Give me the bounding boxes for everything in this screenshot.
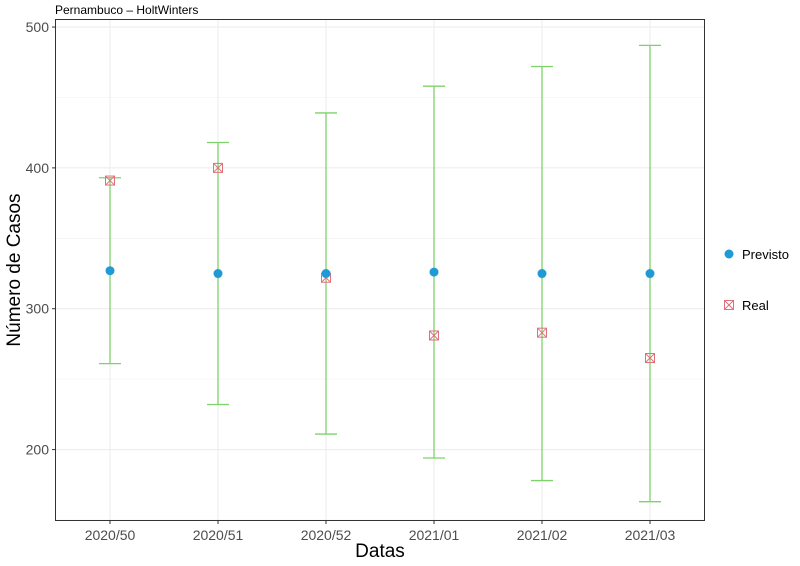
legend-previsto-label: Previsto	[742, 247, 789, 262]
real-marker-cross	[213, 163, 223, 173]
real-marker-cross	[724, 300, 734, 310]
real-marker-box	[105, 175, 115, 186]
real-point	[645, 353, 655, 364]
real-marker-cross	[645, 353, 655, 363]
real-marker-cross	[429, 330, 439, 341]
chart-title: Pernambuco – HoltWinters	[55, 3, 198, 17]
legend-real-label: Real	[742, 298, 769, 313]
real-marker-box	[645, 353, 655, 364]
previsto-point	[429, 267, 439, 277]
legend: Previsto Real	[724, 247, 789, 313]
real-marker-cross	[537, 327, 547, 338]
previsto-point	[213, 269, 223, 279]
y-tick-label: 200	[26, 442, 50, 458]
error-bars	[99, 44, 661, 503]
x-tick-label: 2020/52	[301, 527, 352, 543]
real-point	[105, 175, 115, 186]
real-point	[429, 330, 439, 341]
x-tick-label: 2020/51	[193, 527, 244, 543]
real-point	[537, 327, 547, 338]
previsto-points	[105, 266, 655, 279]
y-tick-label: 500	[26, 19, 50, 35]
real-marker-box	[429, 330, 439, 341]
real-marker-box	[213, 162, 223, 173]
previsto-point	[321, 269, 331, 279]
y-axis-label: Número de Casos	[4, 193, 25, 346]
x-tick-label: 2021/03	[625, 527, 676, 543]
legend-previsto-marker	[724, 249, 734, 259]
previsto-point	[537, 269, 547, 279]
plot-frame	[55, 19, 705, 521]
x-tick-label: 2021/01	[409, 527, 460, 543]
legend-real-marker	[724, 300, 734, 310]
gridlines	[56, 20, 704, 521]
x-axis-label: Datas	[355, 541, 405, 562]
real-marker-box	[537, 327, 547, 338]
y-tick-label: 400	[26, 160, 50, 176]
x-axis: 2020/50 2020/51 2020/52 2021/01 2021/02 2021/…	[85, 520, 676, 543]
real-marker-box	[724, 300, 734, 310]
previsto-point	[645, 269, 655, 279]
x-tick-label: 2021/02	[517, 527, 568, 543]
y-axis: 200 300 400 500	[26, 19, 56, 458]
y-tick-label: 300	[26, 301, 50, 317]
real-marker-cross	[105, 175, 115, 186]
real-points	[105, 162, 655, 364]
previsto-point	[105, 266, 115, 276]
x-tick-label: 2020/50	[85, 527, 136, 543]
real-point	[213, 162, 223, 173]
